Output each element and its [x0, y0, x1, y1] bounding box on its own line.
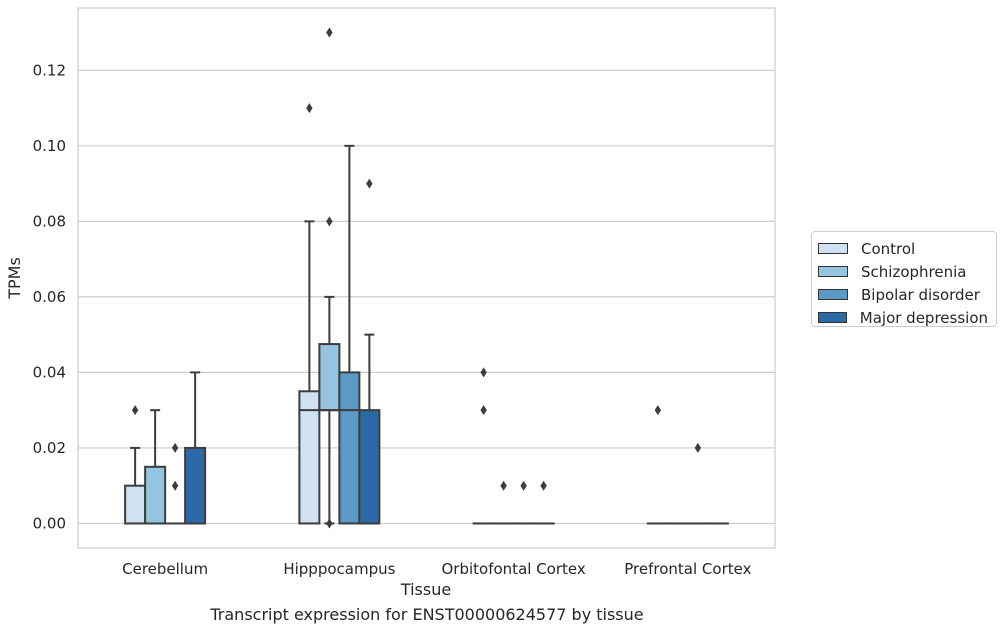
box-group [144, 409, 167, 525]
outlier-point [694, 442, 702, 453]
outlier-point [171, 442, 179, 453]
legend-label: Schizophrenia [861, 262, 967, 281]
box-group [338, 144, 361, 525]
box-group [318, 27, 341, 529]
x-tick-label: Prefrontal Cortex [624, 560, 751, 578]
box-group [532, 480, 555, 525]
legend-item: Schizophrenia [818, 260, 988, 283]
legend-swatch [818, 266, 848, 277]
box [338, 371, 361, 525]
box-group [124, 405, 147, 525]
y-tick-label: 0.04 [33, 363, 66, 381]
y-tick-labels: 0.00 0.02 0.04 0.06 0.08 0.10 0.12 [33, 61, 66, 532]
box-series [124, 27, 729, 529]
x-tick-labels: Cerebellum Hipppocampus Orbitofontal Corte… [122, 560, 751, 578]
box [358, 409, 381, 525]
x-axis-label: Tissue [400, 580, 451, 599]
y-tick-label: 0.06 [33, 288, 66, 306]
y-tick-label: 0.00 [33, 514, 66, 532]
x-tick-label: Hipppocampus [283, 560, 395, 578]
y-tick-label: 0.02 [33, 439, 66, 457]
legend-label: Major depression [859, 308, 988, 327]
outlier-point [500, 480, 507, 491]
outlier-point [480, 367, 487, 378]
legend-item: Major depression [818, 306, 988, 329]
legend: Control Schizophrenia Bipolar disorder Majo… [811, 231, 997, 327]
y-tick-label: 0.12 [33, 61, 66, 79]
y-axis-label: TPMs [5, 257, 24, 300]
outlier-point [131, 405, 139, 416]
legend-label: Bipolar disorder [861, 285, 980, 304]
outlier-point [326, 27, 333, 38]
plot-area [77, 7, 776, 549]
box [144, 465, 167, 525]
outlier-point [520, 480, 527, 491]
box-group [298, 103, 321, 525]
x-tick-label: Orbitofontal Cortex [442, 560, 586, 578]
outlier-point [366, 178, 373, 189]
legend-label: Control [861, 239, 916, 258]
box [124, 484, 147, 525]
legend-item: Control [818, 237, 988, 260]
outlier-point [171, 480, 179, 491]
box [318, 343, 341, 412]
outlier-point [480, 405, 487, 416]
box-group [512, 480, 535, 525]
x-tick-label: Cerebellum [122, 560, 208, 578]
legend-swatch [818, 312, 847, 323]
box [184, 446, 207, 525]
chart-caption: Transcript expression for ENST0000062457… [210, 605, 644, 624]
y-tick-label: 0.10 [33, 137, 66, 155]
legend-item: Bipolar disorder [818, 283, 988, 306]
box-group [184, 371, 207, 525]
outlier-point [306, 103, 313, 114]
outlier-point [540, 480, 547, 491]
outlier-point [654, 405, 662, 416]
legend-swatch [818, 243, 848, 254]
box [298, 390, 321, 525]
legend-swatch [818, 289, 848, 300]
y-tick-label: 0.08 [33, 212, 66, 230]
box-group [358, 178, 381, 525]
outlier-point [326, 518, 333, 529]
outlier-point [326, 216, 333, 227]
box-group [686, 442, 709, 525]
